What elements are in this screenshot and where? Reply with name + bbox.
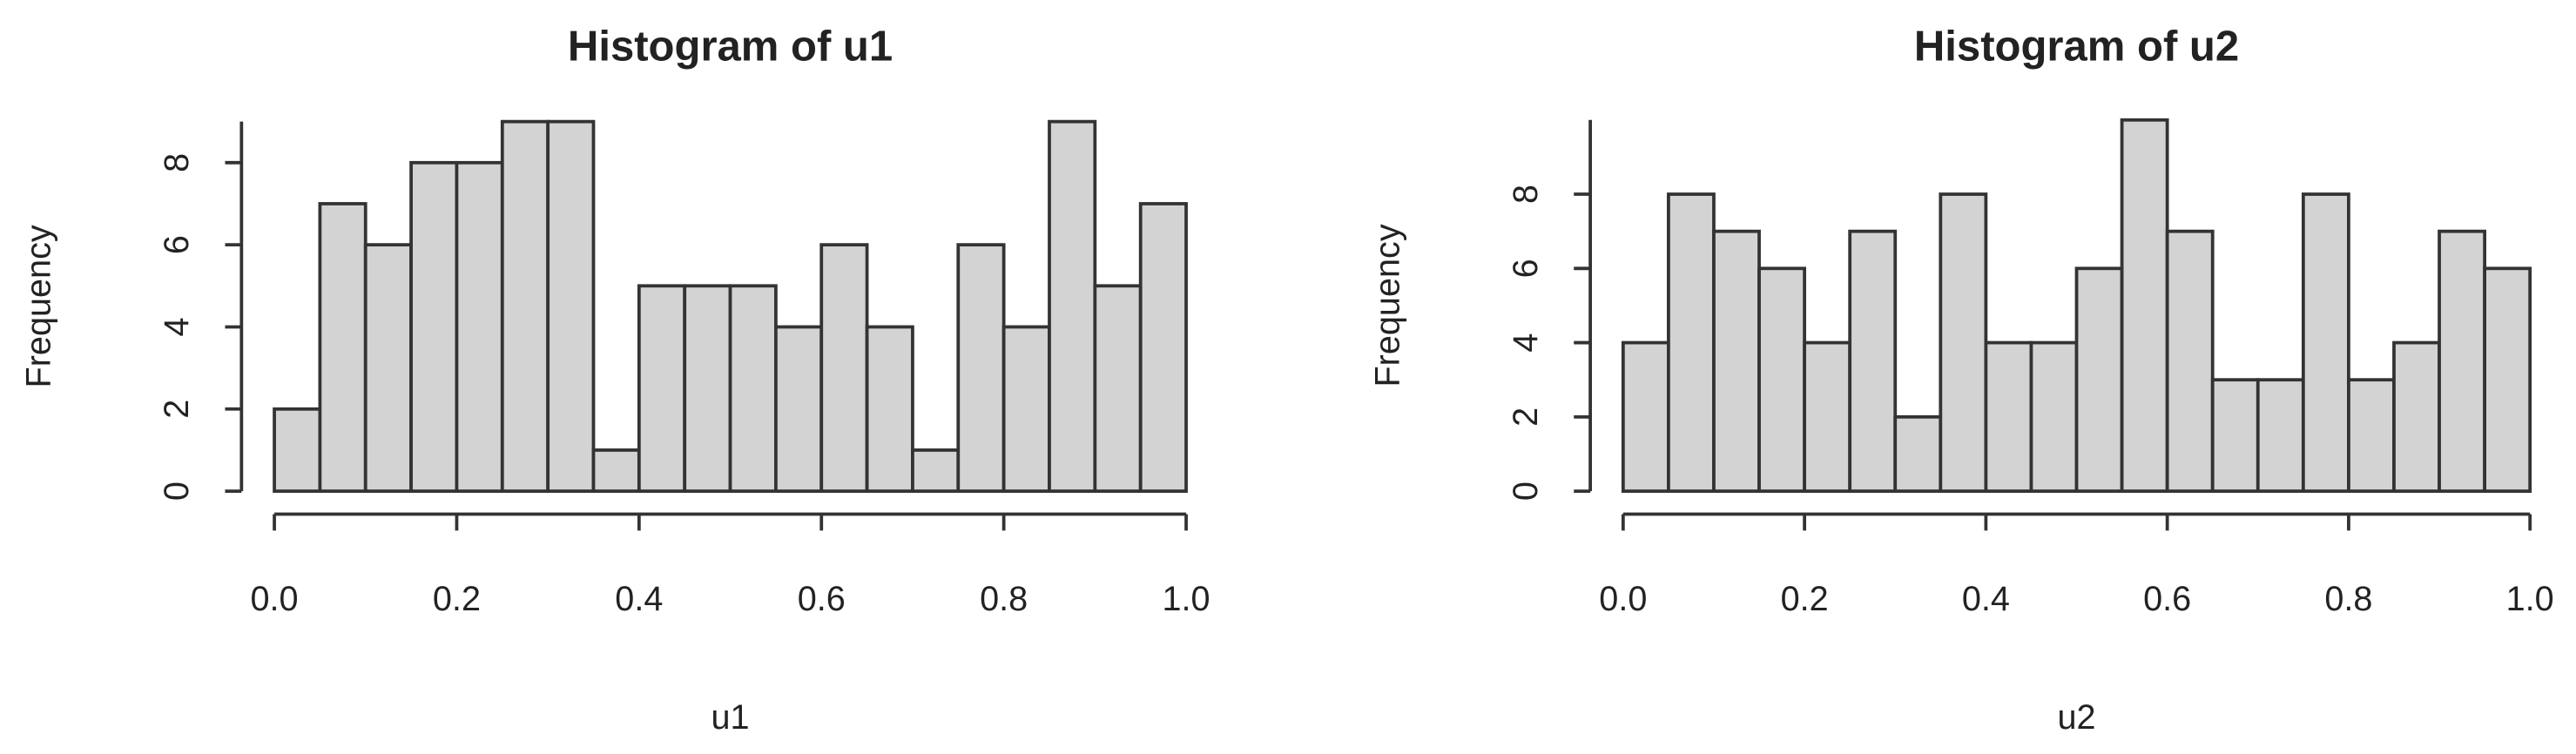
y-tick-label: 2 bbox=[158, 400, 196, 419]
bar bbox=[2301, 192, 2350, 493]
bar bbox=[2347, 378, 2396, 493]
x-tick-label: 0.6 bbox=[2143, 580, 2191, 618]
bar bbox=[1893, 414, 1943, 493]
bar bbox=[500, 119, 550, 493]
bar bbox=[1138, 202, 1188, 493]
y-tick-label: 8 bbox=[1507, 185, 1545, 204]
bar bbox=[1048, 119, 1097, 493]
x-axis-label: u2 bbox=[2057, 698, 2095, 737]
x-tick-label: 0.8 bbox=[2324, 580, 2372, 618]
y-axis-label: Frequency bbox=[20, 225, 58, 387]
bar bbox=[1984, 340, 2033, 493]
bar bbox=[2438, 229, 2486, 493]
bar bbox=[911, 448, 961, 493]
x-tick-label: 0.2 bbox=[1781, 580, 1829, 618]
bar bbox=[363, 243, 413, 493]
x-tick-label: 1.0 bbox=[2506, 580, 2554, 618]
bar bbox=[1939, 192, 1988, 493]
bar bbox=[273, 407, 322, 493]
bar bbox=[2029, 340, 2079, 493]
bar bbox=[2483, 266, 2532, 493]
bar bbox=[1667, 192, 1716, 493]
bar bbox=[409, 160, 459, 493]
bar bbox=[591, 448, 641, 493]
bar bbox=[819, 243, 869, 493]
x-axis-label: u1 bbox=[711, 698, 750, 737]
x-tick-label: 0.6 bbox=[798, 580, 846, 618]
y-tick-label: 6 bbox=[158, 235, 196, 254]
bar bbox=[774, 325, 824, 493]
y-tick-label: 4 bbox=[158, 317, 196, 336]
bar bbox=[683, 284, 732, 493]
bar bbox=[1712, 229, 1761, 493]
x-tick-label: 0.4 bbox=[1962, 580, 2010, 618]
y-tick-label: 0 bbox=[1507, 481, 1545, 501]
y-tick-label: 2 bbox=[1507, 407, 1545, 427]
bar bbox=[1803, 340, 1852, 493]
bar bbox=[1848, 229, 1898, 493]
x-tick-label: 0.0 bbox=[1599, 580, 1647, 618]
bar bbox=[956, 243, 1006, 493]
x-tick-label: 0.8 bbox=[980, 580, 1028, 618]
chart-title: Histogram of u1 bbox=[568, 24, 893, 71]
bar bbox=[2210, 378, 2260, 493]
bar bbox=[1621, 340, 1670, 493]
bar bbox=[2120, 118, 2169, 493]
bar bbox=[2392, 340, 2441, 493]
bar bbox=[865, 325, 914, 493]
x-tick-label: 0.4 bbox=[615, 580, 663, 618]
x-tick-label: 0.0 bbox=[251, 580, 299, 618]
bar bbox=[1001, 325, 1051, 493]
y-tick-label: 0 bbox=[158, 481, 196, 501]
y-tick-label: 4 bbox=[1507, 333, 1545, 353]
bar bbox=[2256, 378, 2305, 493]
bar bbox=[455, 160, 504, 493]
y-axis-label: Frequency bbox=[1368, 224, 1406, 387]
bar bbox=[2165, 229, 2215, 493]
bar bbox=[637, 284, 687, 493]
bar bbox=[546, 119, 596, 493]
bar bbox=[1093, 284, 1143, 493]
bar bbox=[318, 202, 368, 493]
y-tick-label: 8 bbox=[158, 153, 196, 172]
bar bbox=[1757, 266, 1806, 493]
y-tick-label: 6 bbox=[1507, 259, 1545, 278]
chart-title: Histogram of u2 bbox=[1914, 24, 2239, 71]
x-tick-label: 0.2 bbox=[433, 580, 481, 618]
bar bbox=[2074, 266, 2124, 493]
x-tick-label: 1.0 bbox=[1163, 580, 1210, 618]
bar bbox=[728, 284, 778, 493]
